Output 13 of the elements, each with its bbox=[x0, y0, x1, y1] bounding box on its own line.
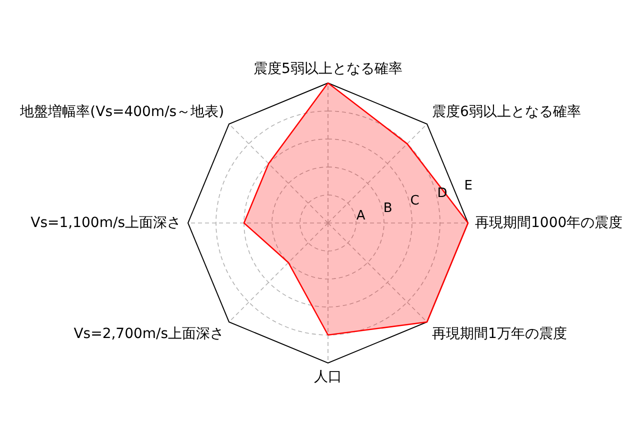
spoke-label: 地盤増幅率(Vs=400m/s～地表) bbox=[19, 103, 224, 120]
spoke-label: Vs=2,700m/s上面深さ bbox=[74, 326, 224, 342]
y-tick-label: D bbox=[437, 186, 448, 201]
spoke-label: 再現期間1万年の震度 bbox=[432, 326, 567, 342]
spoke-label: 震度6弱以上となる確率 bbox=[432, 104, 581, 120]
y-tick-label: C bbox=[410, 193, 420, 208]
y-tick-label: B bbox=[383, 200, 392, 216]
spoke-label: 人口 bbox=[314, 369, 342, 385]
spoke-label: Vs=1,100m/s上面深さ bbox=[30, 215, 181, 231]
y-tick-label: A bbox=[356, 208, 366, 224]
spoke-label: 再現期間1000年の震度 bbox=[475, 215, 623, 231]
y-tick-label: E bbox=[464, 178, 472, 194]
spoke-label: 震度5弱以上となる確率 bbox=[254, 61, 402, 77]
